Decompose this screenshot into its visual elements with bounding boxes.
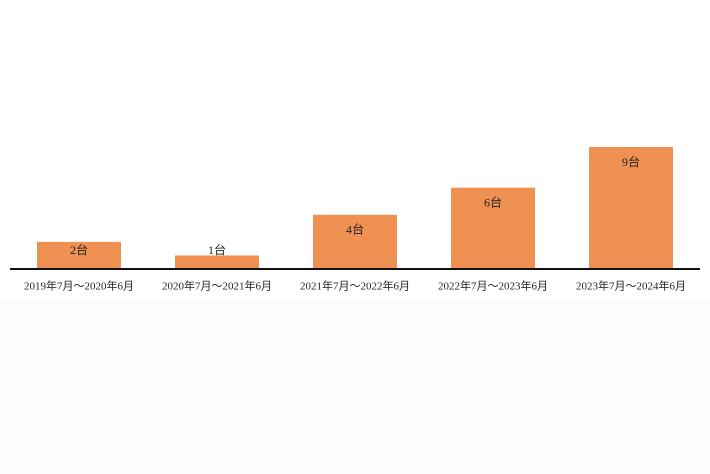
value-label: 1台 [208,242,226,257]
bar [175,255,259,269]
value-label: 9台 [622,154,640,169]
bar [451,187,535,269]
x-tick-label: 2022年7月～2023年6月 [438,279,548,293]
value-label: 4台 [346,222,364,237]
bar [37,241,121,269]
bar [313,214,397,269]
x-tick-label: 2023年7月～2024年6月 [576,279,686,293]
value-label: 2台 [70,242,88,257]
bar [589,147,673,269]
background [0,300,710,474]
x-tick-label: 2019年7月～2020年6月 [24,279,134,293]
x-tick-label: 2021年7月～2022年6月 [300,279,410,293]
value-label: 6台 [484,194,502,209]
x-tick-label: 2020年7月～2021年6月 [162,279,272,293]
